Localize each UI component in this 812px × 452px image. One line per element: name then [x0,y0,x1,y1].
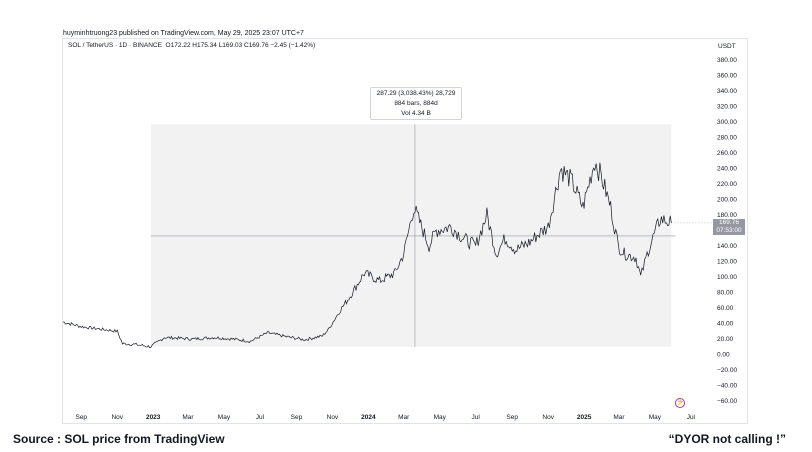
y-tick-label: 60.00 [717,305,734,312]
x-tick-label: Sep [75,414,87,421]
publisher-line: huyminhtruong23 published on TradingView… [63,30,304,37]
y-tick-label: 360.00 [717,73,737,80]
x-tick-label: May [434,414,447,421]
x-tick-label: Nov [542,414,554,421]
high-value: H175.34 [192,42,217,49]
y-tick-label: 80.00 [717,290,734,297]
x-tick-label: 2025 [577,414,592,421]
y-tick-label: 180.00 [717,212,737,219]
y-tick-label: 300.00 [717,119,737,126]
measure-bars: 884 bars, 884d [394,100,438,107]
y-tick-label: −60.00 [717,398,737,405]
measure-volume: Vol 4.34 B [401,110,431,117]
x-tick-label: Nov [327,414,339,421]
source-caption: Source : SOL price from TradingView [13,432,225,446]
y-tick-label: 100.00 [717,274,737,281]
y-tick-label: 280.00 [717,135,737,142]
y-tick-label: 380.00 [717,57,737,64]
y-tick-label: −20.00 [717,367,737,374]
y-tick-label: 320.00 [717,104,737,111]
close-value: C169.76 [244,42,269,49]
currency-label: USDT [718,43,736,50]
y-tick-label: 20.00 [717,336,734,343]
y-tick-label: −40.00 [717,383,737,390]
x-tick-label: Jul [256,414,265,421]
y-tick-label: 140.00 [717,243,737,250]
last-price-tag: 169.76 07:53:00 [713,219,745,235]
x-tick-label: Mar [613,414,625,421]
y-tick-label: 120.00 [717,259,737,266]
x-tick-label: Jul [687,414,696,421]
measure-change: 287.29 (3,038.43%) 28,729 [376,90,456,97]
x-tick-label: Nov [111,414,123,421]
y-tick-label: 260.00 [717,150,737,157]
x-tick-label: Sep [506,414,518,421]
low-value: L169.03 [218,42,243,49]
y-tick-label: 220.00 [717,181,737,188]
measure-range-box [150,124,672,347]
y-tick-label: 0.00 [717,352,730,359]
x-tick-label: May [218,414,231,421]
x-tick-label: Mar [398,414,410,421]
open-value: O172.22 [165,42,191,49]
y-tick-label: 40.00 [717,321,734,328]
change-value: −2.45 (−1.42%) [270,42,316,49]
x-tick-label: Mar [182,414,194,421]
symbol-name[interactable]: SOL / TetherUS · 1D · BINANCE [68,42,162,49]
x-tick-label: May [649,414,662,421]
y-tick-label: 240.00 [717,166,737,173]
bar-countdown: 07:53:00 [716,226,742,234]
last-price: 169.76 [719,219,739,226]
x-tick-label: 2023 [146,414,161,421]
y-tick-label: 340.00 [717,88,737,95]
x-tick-label: 2024 [361,414,376,421]
measure-tooltip: 287.29 (3,038.43%) 28,729 884 bars, 884d… [370,87,462,120]
x-tick-label: Sep [291,414,303,421]
tradingview-logo-icon[interactable]: ⚡ [675,398,685,408]
disclaimer-caption: “DYOR not calling !” [668,432,786,446]
x-tick-label: Jul [472,414,481,421]
y-tick-label: 200.00 [717,197,737,204]
chart-frame [62,38,748,424]
symbol-legend: SOL / TetherUS · 1D · BINANCE O172.22 H1… [68,42,315,49]
price-series-line [63,162,672,349]
